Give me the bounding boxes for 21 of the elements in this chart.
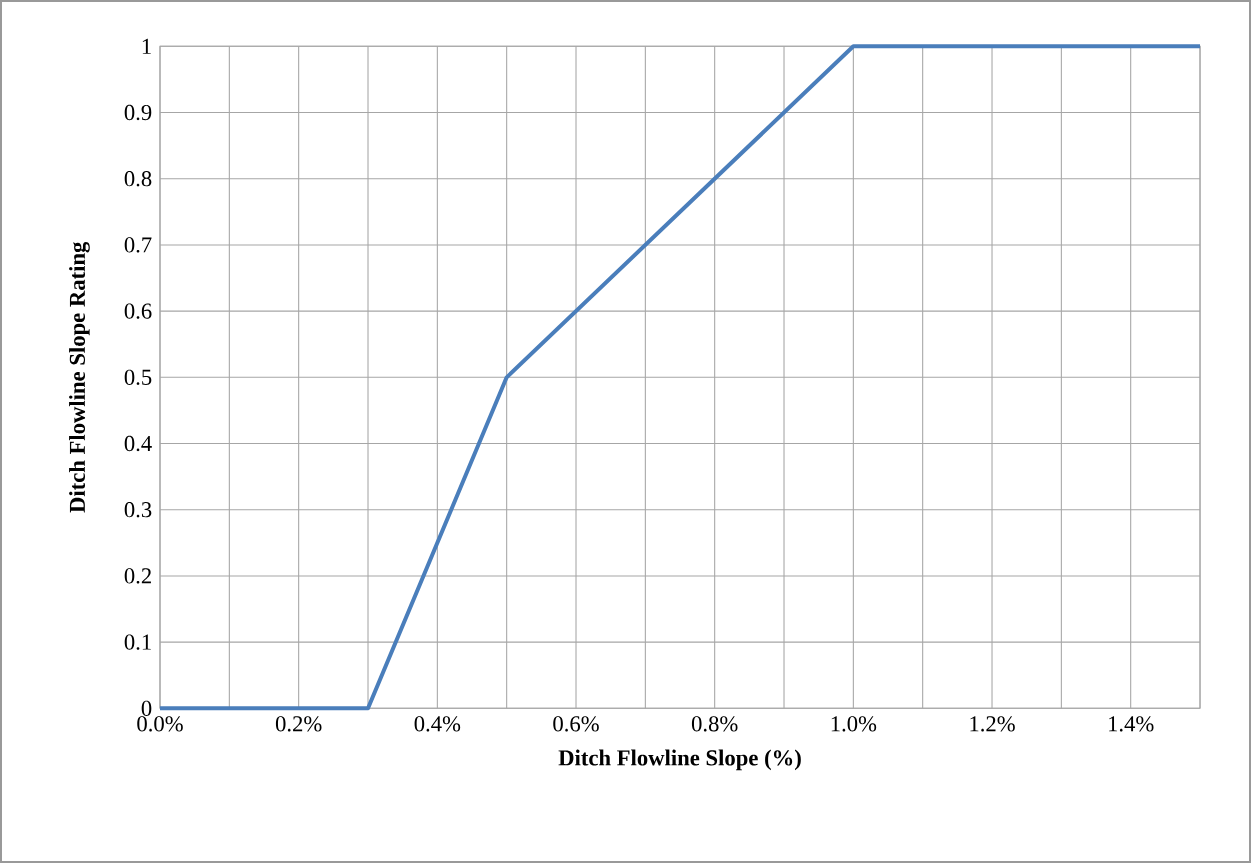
x-tick-label: 1.4% [1109,716,1154,732]
y-tick-label: 0 [141,700,152,716]
y-tick-label: 1 [142,38,151,54]
x-tick-label: 0.8% [691,716,738,732]
y-tick-label: 0.8 [124,171,152,187]
x-tick-label: 0.6% [553,716,599,732]
y-tick-label: 0.1 [124,634,151,650]
y-tick-label: 0.9 [124,104,152,121]
x-tick-label: 1.2% [970,716,1015,732]
x-tick-label: 0.2% [275,716,322,732]
x-tick-label: 0.0% [137,716,183,732]
x-axis-title: Ditch Flowline Slope (%) [558,749,801,771]
x-tick-label: 0.4% [414,716,461,732]
y-tick-label: 0.7 [124,237,152,253]
y-tick-label: 0.5 [124,369,152,386]
x-tick-label: 1.0% [831,716,877,732]
y-tick-label: 0.6 [124,303,152,319]
y-tick-label: 0.2 [124,568,151,584]
y-tick-label: 0.4 [124,435,152,452]
y-tick-label: 0.3 [124,502,152,518]
y-axis-title: Ditch Flowline Slope Rating [69,241,90,513]
